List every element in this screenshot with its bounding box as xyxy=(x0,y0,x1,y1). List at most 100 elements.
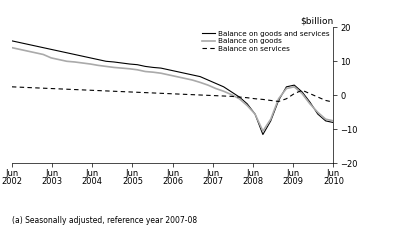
Balance on goods and services xyxy=(25,43,30,46)
Line: Balance on goods and services: Balance on goods and services xyxy=(12,41,333,134)
Balance on goods xyxy=(182,77,187,80)
Balance on goods and services xyxy=(88,57,93,59)
Balance on services xyxy=(17,86,22,89)
Balance on goods and services xyxy=(182,72,187,74)
Balance on services xyxy=(276,100,281,103)
Balance on services xyxy=(284,97,289,100)
Balance on services xyxy=(41,87,46,89)
Line: Balance on services: Balance on services xyxy=(12,87,333,102)
Balance on goods xyxy=(96,64,100,67)
Balance on services xyxy=(268,99,273,102)
Balance on goods and services xyxy=(96,58,100,61)
Balance on services xyxy=(88,89,93,91)
Balance on goods xyxy=(88,63,93,65)
Balance on services xyxy=(57,87,62,90)
Balance on goods and services xyxy=(198,75,202,78)
Balance on goods and services xyxy=(143,65,148,68)
Balance on goods xyxy=(190,79,195,81)
Balance on goods and services xyxy=(33,44,38,47)
Balance on goods and services xyxy=(323,119,328,122)
Balance on goods and services xyxy=(158,67,163,69)
Balance on goods and services xyxy=(260,133,265,136)
Balance on services xyxy=(292,92,297,95)
Balance on goods xyxy=(300,92,304,95)
Balance on goods xyxy=(33,51,38,54)
Balance on goods xyxy=(127,67,132,70)
Balance on services xyxy=(104,89,108,92)
Balance on goods and services xyxy=(268,119,273,122)
Balance on goods and services xyxy=(237,96,242,98)
Balance on goods and services xyxy=(166,69,171,71)
Balance on goods xyxy=(158,72,163,74)
Balance on goods xyxy=(41,53,46,56)
Balance on services xyxy=(300,89,304,91)
Balance on goods xyxy=(276,97,281,100)
Balance on services xyxy=(33,86,38,89)
Balance on goods and services xyxy=(10,39,14,42)
Balance on goods xyxy=(49,57,54,59)
Text: $billion: $billion xyxy=(300,17,333,26)
Balance on services xyxy=(190,93,195,96)
Balance on services xyxy=(182,93,187,96)
Balance on goods and services xyxy=(17,41,22,44)
Balance on services xyxy=(323,99,328,102)
Balance on services xyxy=(214,94,218,97)
Balance on goods and services xyxy=(80,55,85,57)
Balance on goods and services xyxy=(276,99,281,102)
Balance on goods xyxy=(64,60,69,63)
Balance on goods xyxy=(166,74,171,76)
Balance on goods xyxy=(237,97,242,100)
Balance on goods xyxy=(17,48,22,51)
Balance on services xyxy=(119,90,124,93)
Balance on goods and services xyxy=(104,60,108,63)
Balance on goods and services xyxy=(72,53,77,56)
Balance on goods and services xyxy=(315,113,320,115)
Balance on services xyxy=(158,92,163,95)
Balance on services xyxy=(252,97,257,100)
Balance on goods and services xyxy=(245,103,250,105)
Balance on goods and services xyxy=(41,46,46,49)
Balance on goods xyxy=(72,61,77,63)
Balance on goods xyxy=(135,69,140,71)
Balance on goods xyxy=(25,50,30,52)
Balance on goods xyxy=(229,93,234,96)
Balance on services xyxy=(174,93,179,95)
Balance on goods xyxy=(10,46,14,49)
Balance on goods xyxy=(268,118,273,121)
Balance on services xyxy=(80,89,85,91)
Balance on goods and services xyxy=(206,79,210,81)
Balance on services xyxy=(72,88,77,91)
Balance on goods and services xyxy=(229,91,234,93)
Balance on goods xyxy=(252,113,257,115)
Balance on services xyxy=(25,86,30,89)
Balance on services xyxy=(331,101,336,104)
Balance on services xyxy=(315,96,320,98)
Balance on goods and services xyxy=(308,101,312,104)
Balance on goods xyxy=(284,87,289,90)
Balance on goods xyxy=(221,90,226,93)
Balance on goods xyxy=(308,103,312,105)
Text: (a) Seasonally adjusted, reference year 2007-08: (a) Seasonally adjusted, reference year … xyxy=(12,216,197,225)
Balance on goods xyxy=(151,71,156,74)
Balance on services xyxy=(49,87,54,90)
Balance on goods xyxy=(260,130,265,132)
Balance on services xyxy=(10,86,14,88)
Balance on goods and services xyxy=(127,63,132,65)
Balance on goods xyxy=(57,58,62,61)
Balance on services xyxy=(135,91,140,94)
Balance on goods and services xyxy=(49,48,54,51)
Balance on goods and services xyxy=(292,84,297,86)
Balance on services xyxy=(112,90,116,93)
Balance on goods and services xyxy=(252,113,257,115)
Balance on goods xyxy=(331,119,336,122)
Balance on goods xyxy=(119,67,124,69)
Balance on goods xyxy=(206,84,210,86)
Balance on goods xyxy=(323,118,328,121)
Balance on goods xyxy=(104,65,108,68)
Balance on goods xyxy=(80,62,85,64)
Balance on services xyxy=(260,98,265,101)
Balance on services xyxy=(96,89,100,92)
Balance on goods xyxy=(315,111,320,114)
Balance on goods and services xyxy=(190,74,195,76)
Balance on services xyxy=(237,96,242,98)
